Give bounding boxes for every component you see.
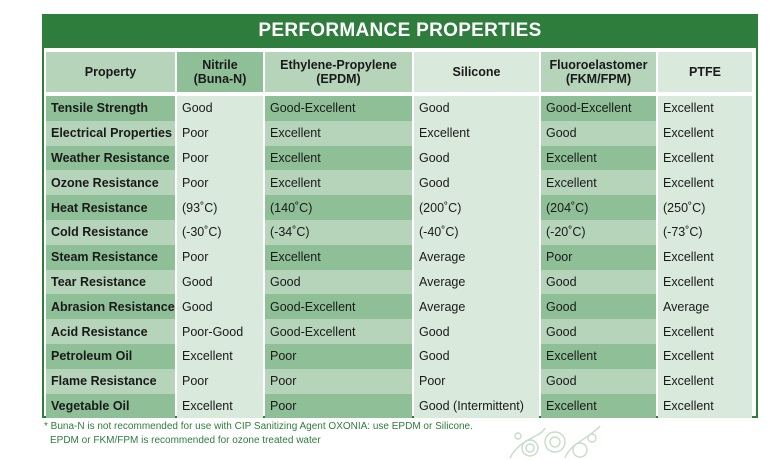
- value-cell: Good: [541, 294, 656, 320]
- value-cell: Poor: [177, 170, 263, 196]
- property-cell: Petroleum Oil: [46, 343, 175, 369]
- value-cell: Excellent: [658, 393, 752, 419]
- value-cell: (140˚C): [265, 195, 412, 220]
- property-cell: Ozone Resistance: [46, 170, 175, 196]
- column-header-label: Silicone: [452, 65, 501, 79]
- property-cell: Tear Resistance: [46, 269, 175, 295]
- value-cell: Excellent: [265, 244, 412, 270]
- value-cell: Excellent: [658, 319, 752, 344]
- decorative-swirl-icon: [509, 425, 601, 459]
- property-cell: Vegetable Oil: [46, 393, 175, 419]
- property-cell: Abrasion Resistance: [46, 294, 175, 320]
- value-cell: Good (Intermittent): [414, 393, 539, 419]
- footnote-line-1: * Buna-N is not recommended for use with…: [44, 421, 473, 432]
- value-cell: Poor: [177, 145, 263, 171]
- value-cell: Excellent: [658, 244, 752, 270]
- value-cell: Excellent: [265, 145, 412, 171]
- footnote-line-2: EPDM or FKM/FPM is recommended for ozone…: [50, 435, 321, 446]
- value-cell: Excellent: [177, 393, 263, 419]
- value-cell: Good: [265, 269, 412, 295]
- value-cell: Excellent: [541, 170, 656, 196]
- value-cell: Average: [414, 294, 539, 320]
- column-header-label: Nitrile (Buna-N): [193, 58, 247, 86]
- value-cell: (250˚C): [658, 195, 752, 220]
- value-cell: Excellent: [658, 96, 752, 121]
- table-title: PERFORMANCE PROPERTIES: [42, 14, 758, 48]
- value-cell: Poor: [265, 368, 412, 394]
- value-cell: Excellent: [658, 368, 752, 394]
- value-cell: (-20˚C): [541, 219, 656, 245]
- value-cell: (-34˚C): [265, 219, 412, 245]
- value-cell: Excellent: [265, 120, 412, 146]
- value-cell: Poor: [177, 244, 263, 270]
- value-cell: Average: [414, 244, 539, 270]
- value-cell: Poor: [265, 393, 412, 419]
- column-header: Silicone: [414, 52, 539, 92]
- footnote: * Buna-N is not recommended for use with…: [44, 420, 473, 448]
- value-cell: Excellent: [414, 120, 539, 146]
- value-cell: (200˚C): [414, 195, 539, 220]
- value-cell: Good: [541, 319, 656, 344]
- column-header-label: Property: [84, 65, 137, 79]
- property-cell: Flame Resistance: [46, 368, 175, 394]
- property-cell: Steam Resistance: [46, 244, 175, 270]
- value-cell: Good-Excellent: [265, 96, 412, 121]
- value-cell: Poor: [265, 343, 412, 369]
- value-cell: Excellent: [177, 343, 263, 369]
- value-cell: Excellent: [658, 343, 752, 369]
- value-cell: Excellent: [658, 145, 752, 171]
- property-cell: Tensile Strength: [46, 96, 175, 121]
- property-cell: Heat Resistance: [46, 195, 175, 220]
- property-cell: Weather Resistance: [46, 145, 175, 171]
- column-header: Ethylene-Propylene (EPDM): [265, 52, 412, 92]
- value-cell: (-40˚C): [414, 219, 539, 245]
- value-cell: Good: [414, 170, 539, 196]
- value-cell: (204˚C): [541, 195, 656, 220]
- value-cell: Excellent: [658, 120, 752, 146]
- value-cell: Good-Excellent: [265, 294, 412, 320]
- value-cell: Good: [414, 343, 539, 369]
- property-cell: Acid Resistance: [46, 319, 175, 344]
- column-header: Property: [46, 52, 175, 92]
- value-cell: Good: [177, 269, 263, 295]
- value-cell: Average: [414, 269, 539, 295]
- value-cell: Good: [541, 269, 656, 295]
- value-cell: Excellent: [541, 145, 656, 171]
- column-header-label: PTFE: [689, 65, 721, 79]
- value-cell: Good: [541, 368, 656, 394]
- value-cell: Good: [541, 120, 656, 146]
- value-cell: Excellent: [658, 170, 752, 196]
- column-header: PTFE: [658, 52, 752, 92]
- value-cell: Poor: [177, 368, 263, 394]
- property-cell: Electrical Properties: [46, 120, 175, 146]
- value-cell: Poor-Good: [177, 319, 263, 344]
- value-cell: (93˚C): [177, 195, 263, 220]
- column-header: Nitrile (Buna-N): [177, 52, 263, 92]
- column-header: Fluoroelastomer (FKM/FPM): [541, 52, 656, 92]
- value-cell: Good: [177, 294, 263, 320]
- value-cell: Good: [414, 96, 539, 121]
- value-cell: Excellent: [265, 170, 412, 196]
- value-cell: Excellent: [658, 269, 752, 295]
- column-header-label: Ethylene-Propylene (EPDM): [280, 58, 397, 86]
- value-cell: Good: [414, 319, 539, 344]
- value-cell: Good: [414, 145, 539, 171]
- value-cell: (-30˚C): [177, 219, 263, 245]
- value-cell: Good: [177, 96, 263, 121]
- value-cell: Poor: [177, 120, 263, 146]
- value-cell: Good-Excellent: [541, 96, 656, 121]
- value-cell: (-73˚C): [658, 219, 752, 245]
- column-header-label: Fluoroelastomer (FKM/FPM): [549, 58, 648, 86]
- value-cell: Excellent: [541, 393, 656, 419]
- performance-table: Property Nitrile (Buna-N) Ethylene-Propyle…: [46, 52, 754, 419]
- value-cell: Poor: [414, 368, 539, 394]
- value-cell: Excellent: [541, 343, 656, 369]
- property-cell: Cold Resistance: [46, 219, 175, 245]
- value-cell: Good-Excellent: [265, 319, 412, 344]
- value-cell: Poor: [541, 244, 656, 270]
- value-cell: Average: [658, 294, 752, 320]
